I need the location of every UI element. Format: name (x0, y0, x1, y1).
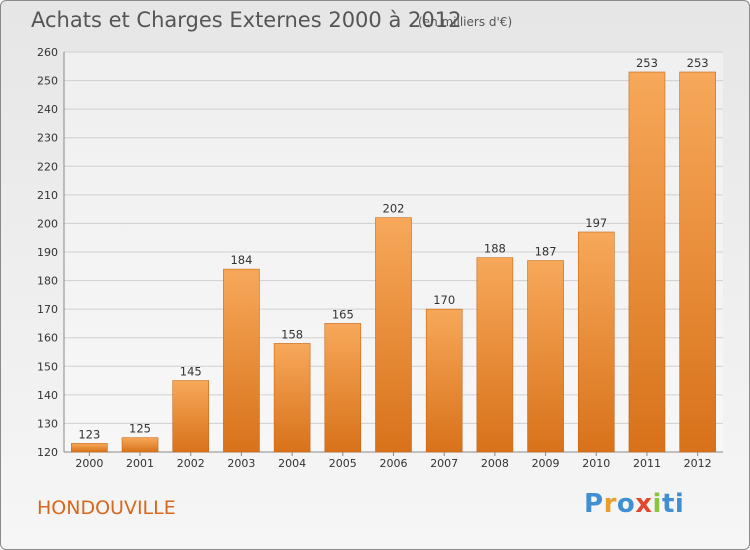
bar-value-label: 170 (433, 293, 455, 307)
logo-letter: P (584, 489, 604, 519)
bar-value-label: 123 (78, 427, 100, 441)
y-tick-label: 120 (37, 446, 58, 459)
bar-value-label: 165 (332, 307, 354, 321)
bar (172, 380, 210, 453)
bar-value-label: 253 (636, 56, 658, 70)
bar (121, 437, 159, 453)
proxiti-logo: Proxiti (584, 489, 684, 519)
bar (425, 308, 463, 453)
chart-subtitle: (en milliers d'€) (418, 15, 513, 29)
x-tick-label: 2001 (126, 457, 154, 470)
logo-letter: i (652, 489, 662, 519)
bar (577, 231, 615, 453)
bar-value-label: 197 (585, 216, 607, 230)
y-tick-label: 170 (37, 303, 58, 316)
x-tick-label: 2002 (177, 457, 205, 470)
x-tick-label: 2003 (227, 457, 255, 470)
bar-value-label: 158 (281, 327, 303, 341)
y-tick-label: 200 (37, 217, 58, 230)
y-tick-label: 240 (37, 103, 58, 116)
y-tick-label: 210 (37, 189, 58, 202)
x-tick-label: 2006 (380, 457, 408, 470)
y-tick-label: 140 (37, 389, 58, 402)
x-tick-label: 2011 (633, 457, 661, 470)
y-tick-label: 150 (37, 360, 58, 373)
logo-letter: r (603, 489, 617, 519)
bar-value-label: 187 (535, 245, 557, 259)
y-tick-label: 130 (37, 417, 58, 430)
bar-value-label: 145 (180, 365, 202, 379)
y-tick-label: 250 (37, 75, 58, 88)
y-tick-label: 190 (37, 246, 58, 259)
x-tick-label: 2005 (329, 457, 357, 470)
bar-value-label: 202 (383, 202, 405, 216)
x-tick-label: 2010 (582, 457, 610, 470)
x-tick-label: 2004 (278, 457, 306, 470)
y-tick-label: 220 (37, 160, 58, 173)
bar (628, 71, 666, 453)
logo-letter: i (674, 489, 685, 519)
bar (324, 323, 362, 453)
y-tick-label: 180 (37, 275, 58, 288)
x-tick-label: 2008 (481, 457, 509, 470)
logo-letter: o (616, 489, 636, 519)
x-tick-label: 2000 (75, 457, 103, 470)
x-tick-label: 2007 (430, 457, 458, 470)
bar-value-label: 184 (230, 253, 252, 267)
y-tick-label: 230 (37, 132, 58, 145)
bar (476, 257, 514, 453)
bar (273, 343, 311, 453)
y-tick-label: 260 (37, 46, 58, 59)
x-tick-label: 2009 (532, 457, 560, 470)
bar-value-label: 188 (484, 242, 506, 256)
bar (527, 260, 564, 453)
bar (71, 443, 108, 453)
logo-letter: t (661, 489, 675, 519)
bar-value-label: 125 (129, 422, 151, 436)
commune-name: HONDOUVILLE (37, 497, 176, 519)
bar (375, 217, 412, 453)
bar (223, 268, 260, 453)
x-tick-label: 2012 (684, 457, 712, 470)
bar (679, 71, 716, 453)
logo-letter: x (635, 489, 653, 519)
y-tick-label: 160 (37, 332, 58, 345)
chart-title: Achats et Charges Externes 2000 à 2012 (31, 8, 462, 32)
bar-value-label: 253 (687, 56, 709, 70)
